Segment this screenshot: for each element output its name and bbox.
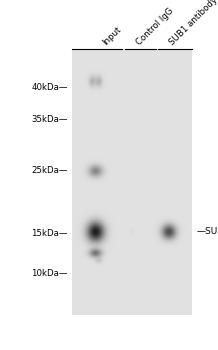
- Text: 25kDa—: 25kDa—: [31, 166, 68, 175]
- Text: SUB1 antibody: SUB1 antibody: [168, 0, 218, 47]
- Text: 35kDa—: 35kDa—: [31, 115, 68, 124]
- Text: Control IgG: Control IgG: [134, 7, 175, 47]
- Text: Input: Input: [101, 25, 123, 47]
- Text: 15kDa—: 15kDa—: [31, 229, 68, 238]
- Text: 10kDa—: 10kDa—: [31, 269, 68, 278]
- Text: 40kDa—: 40kDa—: [31, 83, 68, 92]
- Text: —SUB1: —SUB1: [196, 227, 218, 236]
